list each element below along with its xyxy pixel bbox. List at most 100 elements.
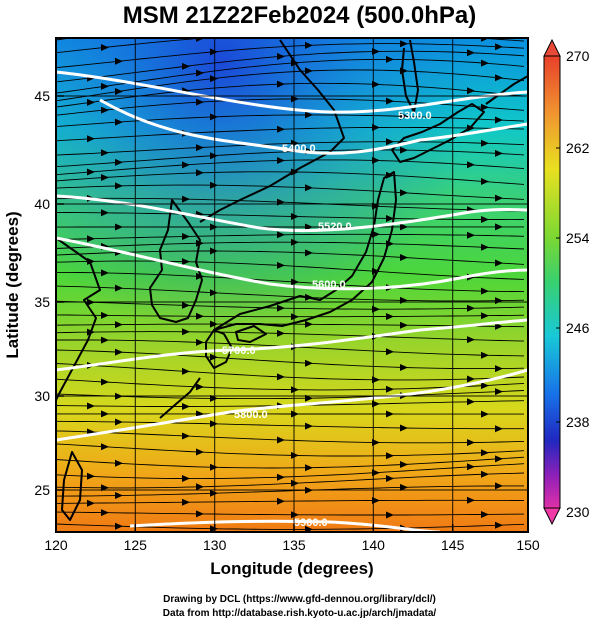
stream-arrowhead — [305, 320, 313, 328]
streamline — [56, 485, 524, 497]
stream-arrowhead — [481, 139, 489, 147]
contour-label-5800: 5800.0 — [234, 409, 268, 421]
stream-arrowhead — [305, 184, 313, 192]
colorbar-tick-label: 262 — [566, 140, 590, 156]
credit-data: Data from http://database.rish.kyoto-u.a… — [162, 608, 437, 619]
stream-arrowhead — [372, 497, 380, 504]
streamline — [56, 331, 525, 342]
stream-arrowhead — [467, 375, 475, 383]
stream-arrowhead — [467, 463, 475, 471]
stream-arrowhead — [481, 243, 489, 251]
contour-5900 — [129, 519, 441, 532]
stream-arrowhead — [305, 525, 313, 532]
coast-kyushu — [205, 329, 233, 369]
streamline — [56, 511, 525, 516]
coast-sakhalin — [401, 39, 419, 113]
y-axis-label: Latitude (degrees) — [3, 211, 22, 358]
streamline — [56, 241, 525, 250]
streamlines — [56, 38, 525, 532]
colorbar-tick-labels: 270 262 254 246 238 230 — [566, 48, 590, 520]
stream-arrowhead — [210, 247, 218, 255]
stream-arrowhead — [182, 432, 190, 440]
stream-arrowhead — [277, 157, 285, 164]
streamline — [56, 184, 525, 200]
stream-arrowhead — [495, 388, 503, 396]
stream-arrowhead — [101, 509, 109, 517]
stream-arrowhead — [305, 223, 313, 231]
stream-arrowhead — [495, 365, 503, 373]
streamline — [56, 363, 525, 381]
stream-arrowhead — [291, 451, 299, 459]
stream-arrowhead — [210, 223, 218, 231]
stream-arrowhead — [87, 402, 95, 410]
stream-arrowhead — [101, 149, 109, 157]
stream-arrowhead — [386, 410, 394, 418]
coast-ryukyu — [159, 377, 201, 419]
x-tick-label: 120 — [44, 537, 68, 553]
stream-arrowhead — [291, 213, 299, 220]
stream-arrowhead — [115, 459, 123, 467]
stream-arrowhead — [467, 398, 475, 406]
coast-shikoku — [235, 325, 267, 343]
colorbar-over-triangle — [543, 38, 561, 57]
stream-arrowhead — [481, 511, 489, 518]
stream-arrowhead — [101, 106, 109, 114]
stream-arrowhead — [372, 80, 380, 88]
streamline — [56, 430, 525, 444]
streamline — [56, 114, 525, 128]
stream-arrowhead — [481, 410, 489, 418]
stream-arrowhead — [277, 473, 285, 481]
stream-arrowhead — [115, 284, 123, 292]
x-axis — [55, 524, 529, 532]
stream-arrowhead — [467, 304, 475, 312]
streamline — [56, 463, 525, 480]
streamline — [56, 443, 525, 457]
stream-arrowhead — [87, 499, 95, 507]
stream-arrowhead — [196, 483, 204, 491]
stream-arrowhead — [372, 16, 380, 23]
stream-arrowhead — [101, 410, 109, 418]
stream-arrowhead — [372, 48, 380, 55]
stream-arrowhead — [115, 118, 123, 126]
stream-arrowhead — [277, 329, 285, 337]
coast-honshu — [213, 171, 397, 331]
contour-5700 — [56, 318, 528, 372]
stream-arrowhead — [277, 497, 285, 505]
stream-arrowhead — [87, 98, 95, 106]
stream-arrowhead — [372, 230, 380, 238]
streamline — [56, 420, 524, 430]
stream-arrowhead — [87, 235, 95, 243]
colorbar-tick-label: 230 — [566, 504, 590, 520]
stream-arrowhead — [210, 113, 218, 121]
streamline — [56, 82, 525, 108]
streamline — [56, 212, 525, 221]
stream-arrowhead — [115, 158, 123, 166]
stream-arrowhead — [400, 483, 408, 491]
stream-arrowhead — [101, 269, 109, 277]
stream-arrowhead — [305, 359, 313, 367]
x-tick-label: 150 — [516, 537, 540, 553]
stream-arrowhead — [386, 215, 394, 222]
stream-arrowhead — [467, 87, 475, 95]
coast-hokkaido — [391, 103, 485, 163]
x-tick-labels: 120 125 130 135 140 145 150 — [44, 537, 540, 553]
stream-arrowhead — [291, 479, 299, 487]
streamline — [56, 349, 525, 370]
streamline — [56, 472, 525, 489]
stream-arrowhead — [210, 489, 218, 497]
stream-arrowhead — [277, 53, 285, 60]
stream-arrowhead — [101, 44, 109, 51]
streamline — [56, 159, 525, 176]
streamline — [56, 38, 525, 54]
stream-arrowhead — [386, 313, 394, 320]
y-axis — [56, 95, 64, 491]
stream-arrowhead — [467, 231, 475, 239]
stream-arrowhead — [400, 223, 408, 231]
stream-arrowhead — [481, 103, 489, 111]
stream-arrowhead — [101, 443, 109, 451]
stream-arrowhead — [115, 321, 123, 329]
stream-arrowhead — [386, 348, 394, 356]
stream-arrowhead — [196, 510, 204, 518]
stream-arrowhead — [291, 278, 299, 286]
stream-arrowhead — [277, 261, 285, 269]
